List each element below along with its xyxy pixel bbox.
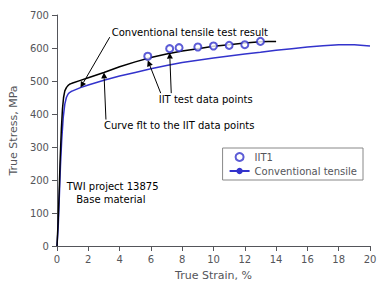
svg-text:8: 8 — [179, 254, 185, 265]
svg-text:18: 18 — [332, 254, 345, 265]
svg-text:600: 600 — [30, 43, 49, 54]
svg-text:10: 10 — [207, 254, 220, 265]
svg-text:TWI project 13875: TWI project 13875 — [66, 181, 159, 192]
svg-text:Base material: Base material — [67, 194, 146, 205]
svg-text:Conventional tensile test resu: Conventional tensile test result — [112, 27, 268, 38]
svg-text:IIT test data points: IIT test data points — [159, 94, 253, 105]
svg-text:100: 100 — [30, 208, 49, 219]
svg-text:Curve flt to the IIT data poin: Curve flt to the IIT data points — [104, 120, 255, 131]
svg-text:0: 0 — [43, 241, 49, 252]
svg-text:True Strain, %: True Strain, % — [174, 269, 252, 282]
svg-text:IIT1: IIT1 — [255, 152, 273, 163]
svg-text:True Stress, MPa: True Stress, MPa — [7, 85, 20, 176]
svg-text:14: 14 — [270, 254, 283, 265]
svg-text:2: 2 — [85, 254, 91, 265]
svg-text:700: 700 — [30, 10, 49, 21]
svg-text:6: 6 — [148, 254, 154, 265]
svg-text:20: 20 — [364, 254, 377, 265]
svg-text:4: 4 — [116, 254, 122, 265]
svg-text:Conventional tensile: Conventional tensile — [255, 166, 357, 177]
svg-text:300: 300 — [30, 142, 49, 153]
svg-text:500: 500 — [30, 76, 49, 87]
svg-text:16: 16 — [301, 254, 314, 265]
svg-text:12: 12 — [238, 254, 251, 265]
svg-text:0: 0 — [54, 254, 60, 265]
svg-text:200: 200 — [30, 175, 49, 186]
svg-text:400: 400 — [30, 109, 49, 120]
